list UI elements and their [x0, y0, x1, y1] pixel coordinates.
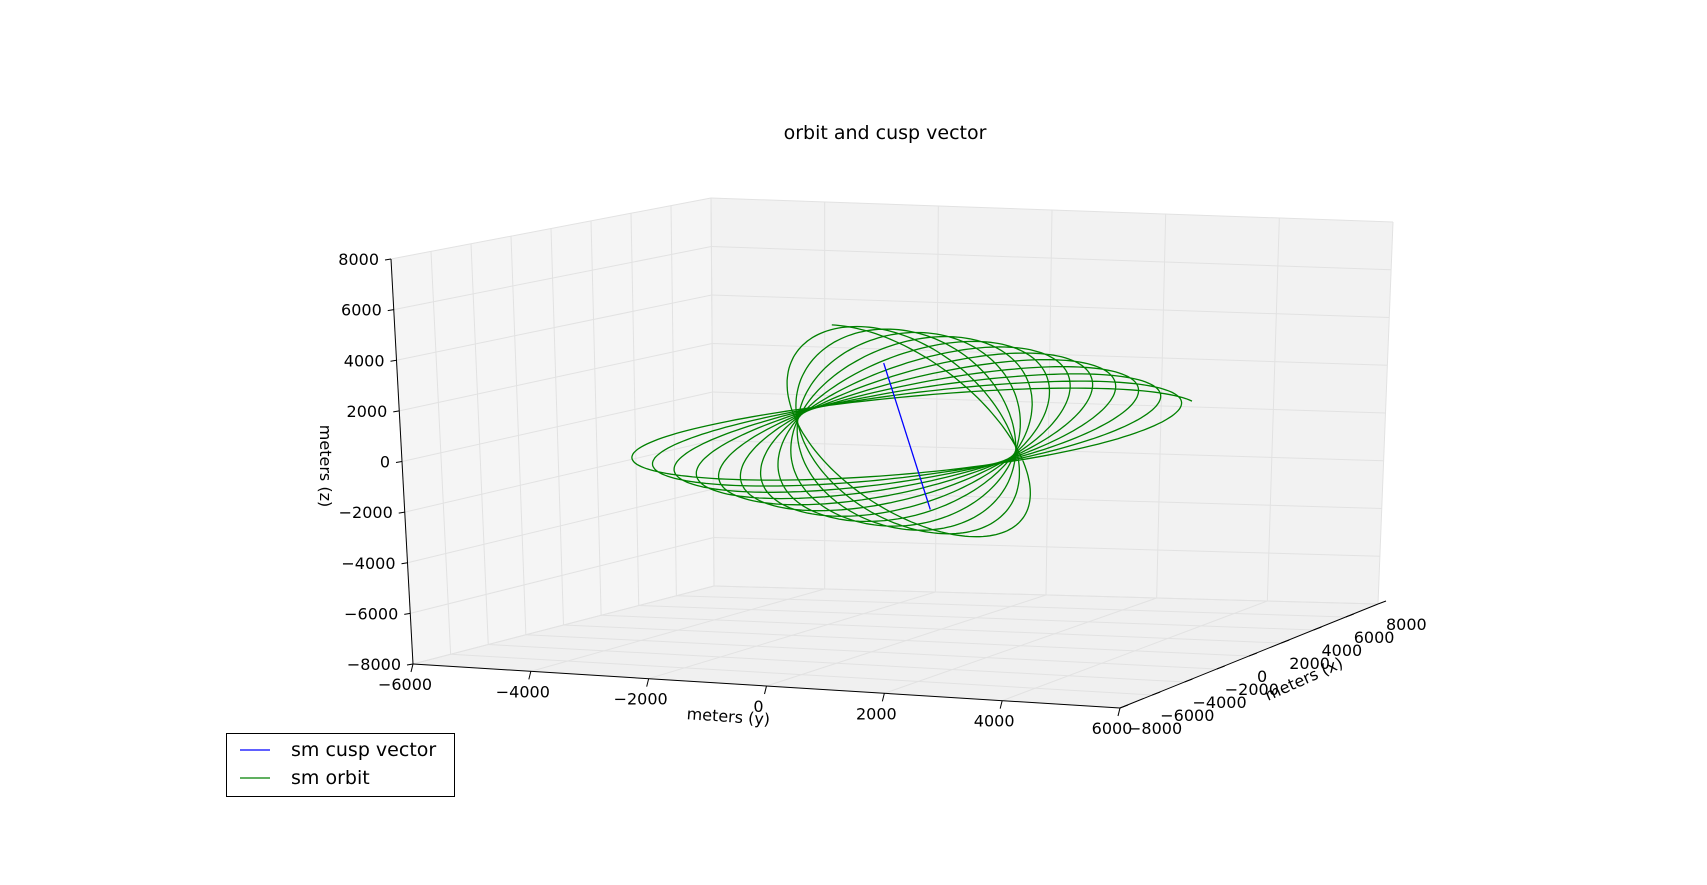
grid-line [530, 588, 825, 672]
legend-label-cusp-vector: sm cusp vector [291, 739, 436, 761]
grid-line [711, 246, 1392, 271]
legend-label-orbit: sm orbit [291, 767, 370, 789]
grid-line [1001, 600, 1268, 702]
y-axis-tick-label: −6000 [378, 675, 432, 694]
y-axis-tick-label: 4000 [974, 712, 1015, 731]
z-axis-tick [384, 258, 392, 261]
grid-line [710, 197, 1394, 223]
y-axis-tick-label: −4000 [496, 682, 550, 701]
z-axis-tick [393, 410, 400, 413]
z-axis-tick-label: −4000 [341, 554, 395, 573]
z-axis-tick-label: 2000 [347, 402, 388, 421]
z-axis-tick [390, 359, 397, 362]
x-axis-tick-label: −4000 [1193, 693, 1247, 712]
x-axis-tick [1281, 639, 1290, 644]
grid-line [390, 197, 712, 260]
grid-line [884, 597, 1157, 694]
y-axis-tick [764, 685, 767, 695]
z-axis-tick [406, 663, 414, 666]
grid-line [396, 294, 712, 361]
x-axis-tick [1216, 665, 1225, 670]
x-axis-tick [1248, 652, 1258, 657]
grid-line [711, 294, 1390, 318]
z-axis-tick [398, 511, 405, 514]
grid-line [648, 591, 936, 680]
grid-line [410, 537, 714, 614]
orbit-line [631, 324, 1193, 538]
x-axis-tick [1152, 691, 1161, 696]
y-axis-tick [410, 663, 414, 673]
z-axis-tick-label: 8000 [338, 250, 379, 269]
z-axis-tick-label: −6000 [344, 604, 398, 623]
x-axis-tick-label: −2000 [1225, 680, 1279, 699]
y-axis-tick [881, 693, 885, 702]
y-axis-tick-label: 2000 [856, 704, 897, 723]
grid-line [407, 488, 714, 564]
z-axis-tick [401, 562, 408, 565]
pane-back [711, 198, 1393, 604]
z-axis-tick [404, 612, 411, 615]
z-axis-tick [395, 461, 403, 463]
y-axis-tick-label: 0 [753, 697, 763, 716]
x-axis-tick-label: −8000 [1128, 719, 1182, 738]
grid-line [766, 594, 1047, 687]
grid-line [412, 585, 715, 665]
x-axis-tick [1345, 613, 1354, 618]
grid-line [713, 537, 1380, 557]
x-axis-tick-label: 6000 [1354, 628, 1395, 647]
y-axis-tick-label: 6000 [1092, 719, 1133, 738]
grid-line [712, 440, 1384, 462]
legend-frame [226, 733, 455, 797]
z-axis-tick-label: 0 [380, 453, 390, 472]
x-axis-tick [1377, 600, 1387, 605]
z-axis-label: meters (z) [316, 425, 335, 507]
grid-line [393, 246, 712, 311]
x-axis-tick [1119, 704, 1129, 709]
x-axis-tick-label: 8000 [1386, 615, 1427, 634]
chart-title: orbit and cusp vector [784, 122, 987, 144]
grid-line [399, 343, 713, 412]
x-axis-tick-label: 4000 [1322, 641, 1363, 660]
grid-line [712, 391, 1386, 414]
cusp-vector-line [883, 362, 931, 510]
y-axis-ticks: −6000 −4000 −2000 0 2000 4000 6000 [378, 663, 1133, 738]
y-axis-tick [646, 678, 650, 687]
grid-line [401, 391, 713, 462]
x-axis-tick-label: −6000 [1160, 706, 1214, 725]
y-axis-tick-label: −2000 [614, 690, 668, 709]
y-axis-tick [528, 671, 532, 680]
y-axis-tick [999, 700, 1003, 709]
z-axis-tick-label: −2000 [339, 503, 393, 522]
legend: sm cusp vector sm orbit [226, 733, 455, 797]
z-axis-tick-label: 4000 [344, 351, 385, 370]
x-axis-tick [1184, 678, 1193, 683]
z-axis-tick-label: 6000 [341, 301, 382, 320]
x-axis-tick-label: 0 [1257, 667, 1267, 686]
series-layer [631, 324, 1193, 538]
z-axis-ticks: −8000 −6000 −4000 −2000 0 2000 4000 6000 8000 [338, 250, 414, 674]
y-axis-tick [1117, 707, 1121, 717]
z-axis-tick [387, 309, 394, 312]
x-axis-tick-label: 2000 [1289, 654, 1330, 673]
z-axis-tick-label: −8000 [347, 655, 401, 674]
x-axis-tick [1313, 626, 1322, 631]
